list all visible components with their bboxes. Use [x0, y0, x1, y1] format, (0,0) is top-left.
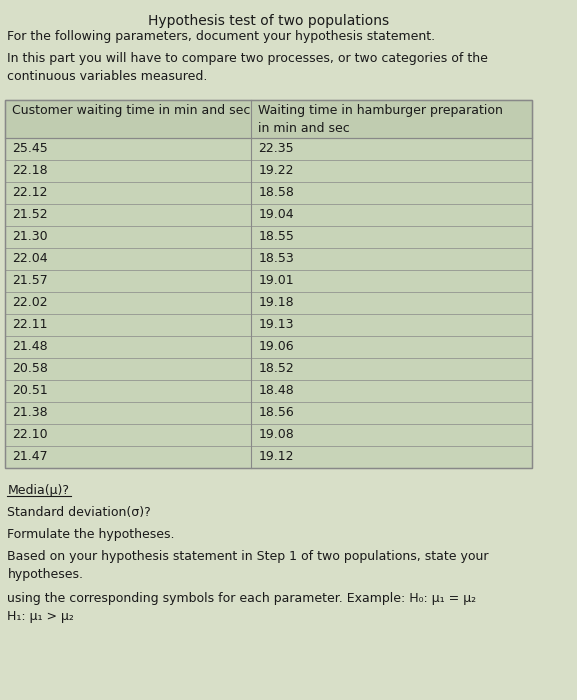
Text: 21.38: 21.38: [12, 407, 48, 419]
Text: Waiting time in hamburger preparation
in min and sec: Waiting time in hamburger preparation in…: [258, 104, 503, 135]
Text: 19.18: 19.18: [258, 297, 294, 309]
Text: 25.45: 25.45: [12, 143, 48, 155]
Text: 21.48: 21.48: [12, 340, 48, 354]
Text: 19.01: 19.01: [258, 274, 294, 288]
Text: 21.47: 21.47: [12, 451, 48, 463]
Text: 19.12: 19.12: [258, 451, 294, 463]
Text: Based on your hypothesis statement in Step 1 of two populations, state your
hypo: Based on your hypothesis statement in St…: [8, 550, 489, 581]
Text: 22.04: 22.04: [12, 253, 48, 265]
Text: 19.04: 19.04: [258, 209, 294, 221]
Text: 20.58: 20.58: [12, 363, 48, 375]
Text: 20.51: 20.51: [12, 384, 48, 398]
Text: 21.52: 21.52: [12, 209, 48, 221]
Text: 21.30: 21.30: [12, 230, 48, 244]
Text: Media(μ)?: Media(μ)?: [8, 484, 69, 497]
Text: Formulate the hypotheses.: Formulate the hypotheses.: [8, 528, 175, 541]
Text: 22.02: 22.02: [12, 297, 48, 309]
Text: 22.10: 22.10: [12, 428, 48, 442]
Text: 19.22: 19.22: [258, 164, 294, 178]
Text: using the corresponding symbols for each parameter. Example: H₀: μ₁ = μ₂
H₁: μ₁ : using the corresponding symbols for each…: [8, 592, 477, 623]
Text: 22.12: 22.12: [12, 186, 47, 200]
FancyBboxPatch shape: [5, 100, 532, 138]
Text: 19.06: 19.06: [258, 340, 294, 354]
Text: 19.13: 19.13: [258, 318, 294, 332]
Text: For the following parameters, document your hypothesis statement.: For the following parameters, document y…: [8, 30, 436, 43]
Text: 18.52: 18.52: [258, 363, 294, 375]
Text: 18.56: 18.56: [258, 407, 294, 419]
Text: 21.57: 21.57: [12, 274, 48, 288]
Text: 18.58: 18.58: [258, 186, 294, 200]
Text: In this part you will have to compare two processes, or two categories of the
co: In this part you will have to compare tw…: [8, 52, 488, 83]
FancyBboxPatch shape: [5, 100, 532, 468]
Text: 22.11: 22.11: [12, 318, 47, 332]
Text: 18.48: 18.48: [258, 384, 294, 398]
Text: 18.53: 18.53: [258, 253, 294, 265]
Text: Customer waiting time in min and sec: Customer waiting time in min and sec: [12, 104, 250, 117]
Text: Hypothesis test of two populations: Hypothesis test of two populations: [148, 14, 389, 28]
Text: 19.08: 19.08: [258, 428, 294, 442]
Text: 18.55: 18.55: [258, 230, 294, 244]
Text: 22.18: 22.18: [12, 164, 48, 178]
Text: 22.35: 22.35: [258, 143, 294, 155]
Text: Standard deviation(σ)?: Standard deviation(σ)?: [8, 506, 151, 519]
